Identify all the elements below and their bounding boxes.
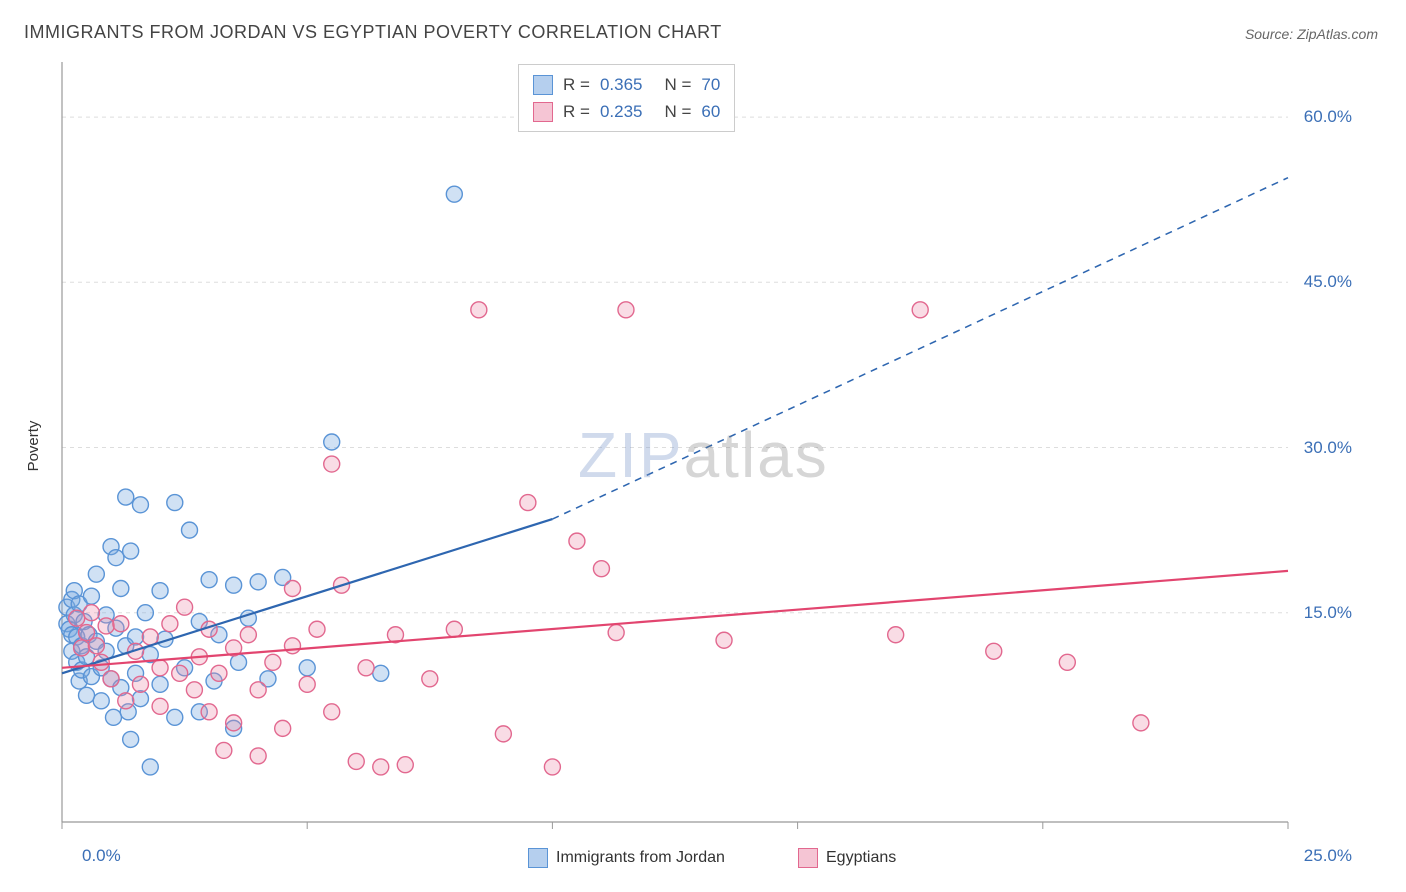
correlation-legend-row: R = 0.235 N = 60 (533, 98, 720, 125)
r-label: R = (563, 71, 590, 98)
correlation-legend-row: R = 0.365 N = 70 (533, 71, 720, 98)
chart-plot-area: ZIPatlas R = 0.365 N = 70 R = 0.235 N = … (58, 58, 1358, 838)
series-legend-item: Egyptians (798, 848, 896, 868)
y-tick-label: 45.0% (1304, 272, 1352, 292)
n-label: N = (664, 71, 691, 98)
legend-label: Immigrants from Jordan (556, 849, 725, 867)
y-tick-label: 15.0% (1304, 603, 1352, 623)
source-link[interactable]: ZipAtlas.com (1297, 26, 1378, 42)
legend-swatch-icon (528, 848, 548, 868)
y-tick-label: 60.0% (1304, 107, 1352, 127)
n-value: 70 (701, 71, 720, 98)
r-label: R = (563, 98, 590, 125)
n-label: N = (664, 98, 691, 125)
y-axis-label: Poverty (25, 421, 42, 472)
n-value: 60 (701, 98, 720, 125)
chart-title: IMMIGRANTS FROM JORDAN VS EGYPTIAN POVER… (24, 22, 722, 43)
x-tick-label: 0.0% (82, 846, 121, 866)
x-tick-label: 25.0% (1304, 846, 1352, 866)
y-tick-label: 30.0% (1304, 438, 1352, 458)
legend-swatch-icon (798, 848, 818, 868)
legend-swatch-icon (533, 102, 553, 122)
series-legend-item: Immigrants from Jordan (528, 848, 725, 868)
source-attribution: Source: ZipAtlas.com (1245, 26, 1378, 42)
correlation-legend: R = 0.365 N = 70 R = 0.235 N = 60 (518, 64, 735, 132)
r-value: 0.235 (600, 98, 643, 125)
chart-svg (58, 58, 1358, 838)
legend-label: Egyptians (826, 849, 896, 867)
source-label: Source: (1245, 26, 1293, 42)
r-value: 0.365 (600, 71, 643, 98)
legend-swatch-icon (533, 75, 553, 95)
